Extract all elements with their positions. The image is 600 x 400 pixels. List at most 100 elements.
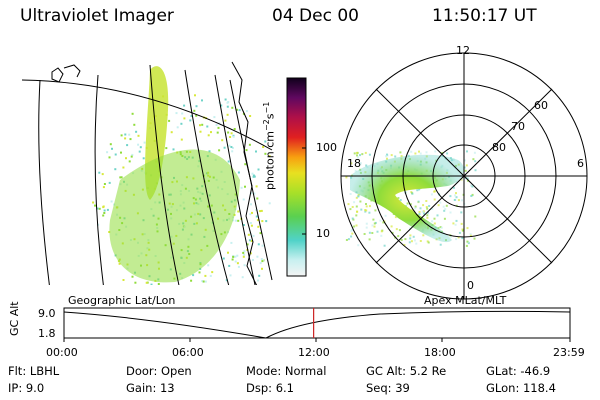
- emission-pixel: [243, 264, 246, 267]
- emission-pixel: [357, 156, 359, 159]
- emission-pixel: [108, 231, 111, 233]
- emission-pixel: [231, 147, 234, 149]
- emission-pixel: [352, 218, 355, 221]
- emission-pixel: [350, 162, 353, 165]
- emission-pixel: [353, 201, 356, 204]
- emission-pixel: [473, 151, 476, 154]
- emission-pixel: [183, 104, 186, 107]
- emission-pixel: [434, 150, 437, 153]
- emission-pixel: [126, 144, 129, 147]
- emission-pixel: [363, 233, 366, 235]
- emission-pixel: [237, 219, 240, 222]
- auroral-oval: [350, 154, 464, 243]
- emission-pixel: [419, 152, 422, 155]
- emission-pixel: [199, 124, 201, 127]
- emission-pixel: [440, 226, 443, 229]
- emission-pixel: [234, 219, 237, 222]
- emission-pixel: [236, 254, 239, 257]
- emission-pixel: [458, 231, 461, 234]
- emission-pixel: [439, 243, 442, 246]
- colorbar-unit-label: photon cm−2s−1: [262, 101, 277, 190]
- emission-pixel: [139, 146, 142, 149]
- emission-pixel: [213, 116, 216, 119]
- emission-pixel: [248, 239, 251, 242]
- emission-pixel: [418, 188, 421, 191]
- emission-pixel: [437, 204, 440, 207]
- emission-pixel: [250, 240, 253, 242]
- emission-pixel: [250, 192, 253, 195]
- emission-pixel: [145, 281, 148, 284]
- emission-pixel: [474, 215, 477, 218]
- emission-pixel: [470, 195, 473, 197]
- emission-pixel: [259, 262, 262, 265]
- emission-pixel: [131, 153, 134, 156]
- emission-pixel: [102, 186, 105, 189]
- emission-pixel: [394, 216, 397, 219]
- emission-pixel: [452, 222, 455, 225]
- emission-pixel: [423, 212, 425, 215]
- emission-pixel: [243, 253, 246, 256]
- emission-pixel: [439, 201, 442, 204]
- emission-pixel: [461, 229, 464, 232]
- status-seq: Seq: 39: [366, 381, 410, 395]
- emission-pixel: [357, 195, 360, 198]
- emission-pixel: [433, 217, 436, 220]
- mlt-label-0: 0: [467, 279, 474, 292]
- emission-pixel: [229, 136, 232, 138]
- emission-pixel: [157, 283, 160, 285]
- emission-pixel: [251, 172, 254, 175]
- status-glon: GLon: 118.4: [486, 381, 556, 395]
- timeline-right-label: Apex MLat/MLT: [424, 294, 507, 307]
- emission-pixel: [353, 152, 356, 155]
- emission-pixel: [242, 255, 245, 258]
- emission-pixel: [422, 204, 425, 207]
- emission-pixel: [386, 157, 388, 160]
- emission-pixel: [354, 169, 357, 172]
- emission-pixel: [449, 195, 452, 198]
- emission-pixel: [426, 211, 429, 214]
- emission-pixel: [122, 166, 125, 169]
- emission-pixel: [222, 257, 225, 260]
- emission-pixel: [190, 115, 193, 117]
- emission-pixel: [368, 231, 371, 234]
- emission-pixel: [364, 210, 367, 213]
- emission-pixel: [400, 155, 403, 158]
- emission-pixel: [183, 117, 186, 120]
- longitude-line: [38, 79, 50, 285]
- emission-pixel: [372, 218, 375, 221]
- emission-pixel: [364, 151, 367, 154]
- colorbar-tick-10: 10: [316, 227, 330, 240]
- emission-pixel: [207, 264, 210, 267]
- emission-pixel: [134, 281, 137, 284]
- emission-pixel: [368, 211, 371, 214]
- timeline-xtick: 12:00: [298, 346, 330, 359]
- timeline-ytick-min: 1.8: [38, 327, 56, 340]
- emission-pixel: [96, 207, 99, 210]
- emission-pixel: [471, 185, 474, 188]
- emission-pixel: [439, 226, 442, 229]
- emission-pixel: [245, 110, 248, 113]
- timeline-xtick: 00:00: [46, 346, 78, 359]
- emission-pixel: [345, 239, 348, 241]
- emission-pixel: [228, 144, 231, 147]
- longitude-line: [94, 74, 104, 285]
- emission-pixel: [390, 154, 393, 157]
- emission-pixel: [262, 259, 265, 262]
- emission-pixel: [245, 149, 248, 152]
- emission-pixel: [365, 203, 367, 205]
- emission-pixel: [351, 232, 354, 235]
- emission-pixel: [129, 138, 132, 141]
- emission-pixel: [463, 159, 466, 162]
- emission-pixel: [397, 235, 400, 238]
- emission-pixel: [255, 150, 257, 153]
- emission-pixel: [261, 244, 264, 247]
- emission-pixel: [216, 131, 219, 134]
- emission-pixel: [422, 210, 425, 213]
- emission-pixel: [365, 209, 368, 212]
- emission-pixel: [176, 126, 179, 129]
- timeline-xtick: 18:00: [424, 346, 456, 359]
- emission-pixel: [120, 151, 122, 154]
- emission-pixel: [469, 233, 472, 236]
- emission-pixel: [398, 229, 401, 232]
- timeline-frame: [63, 307, 571, 339]
